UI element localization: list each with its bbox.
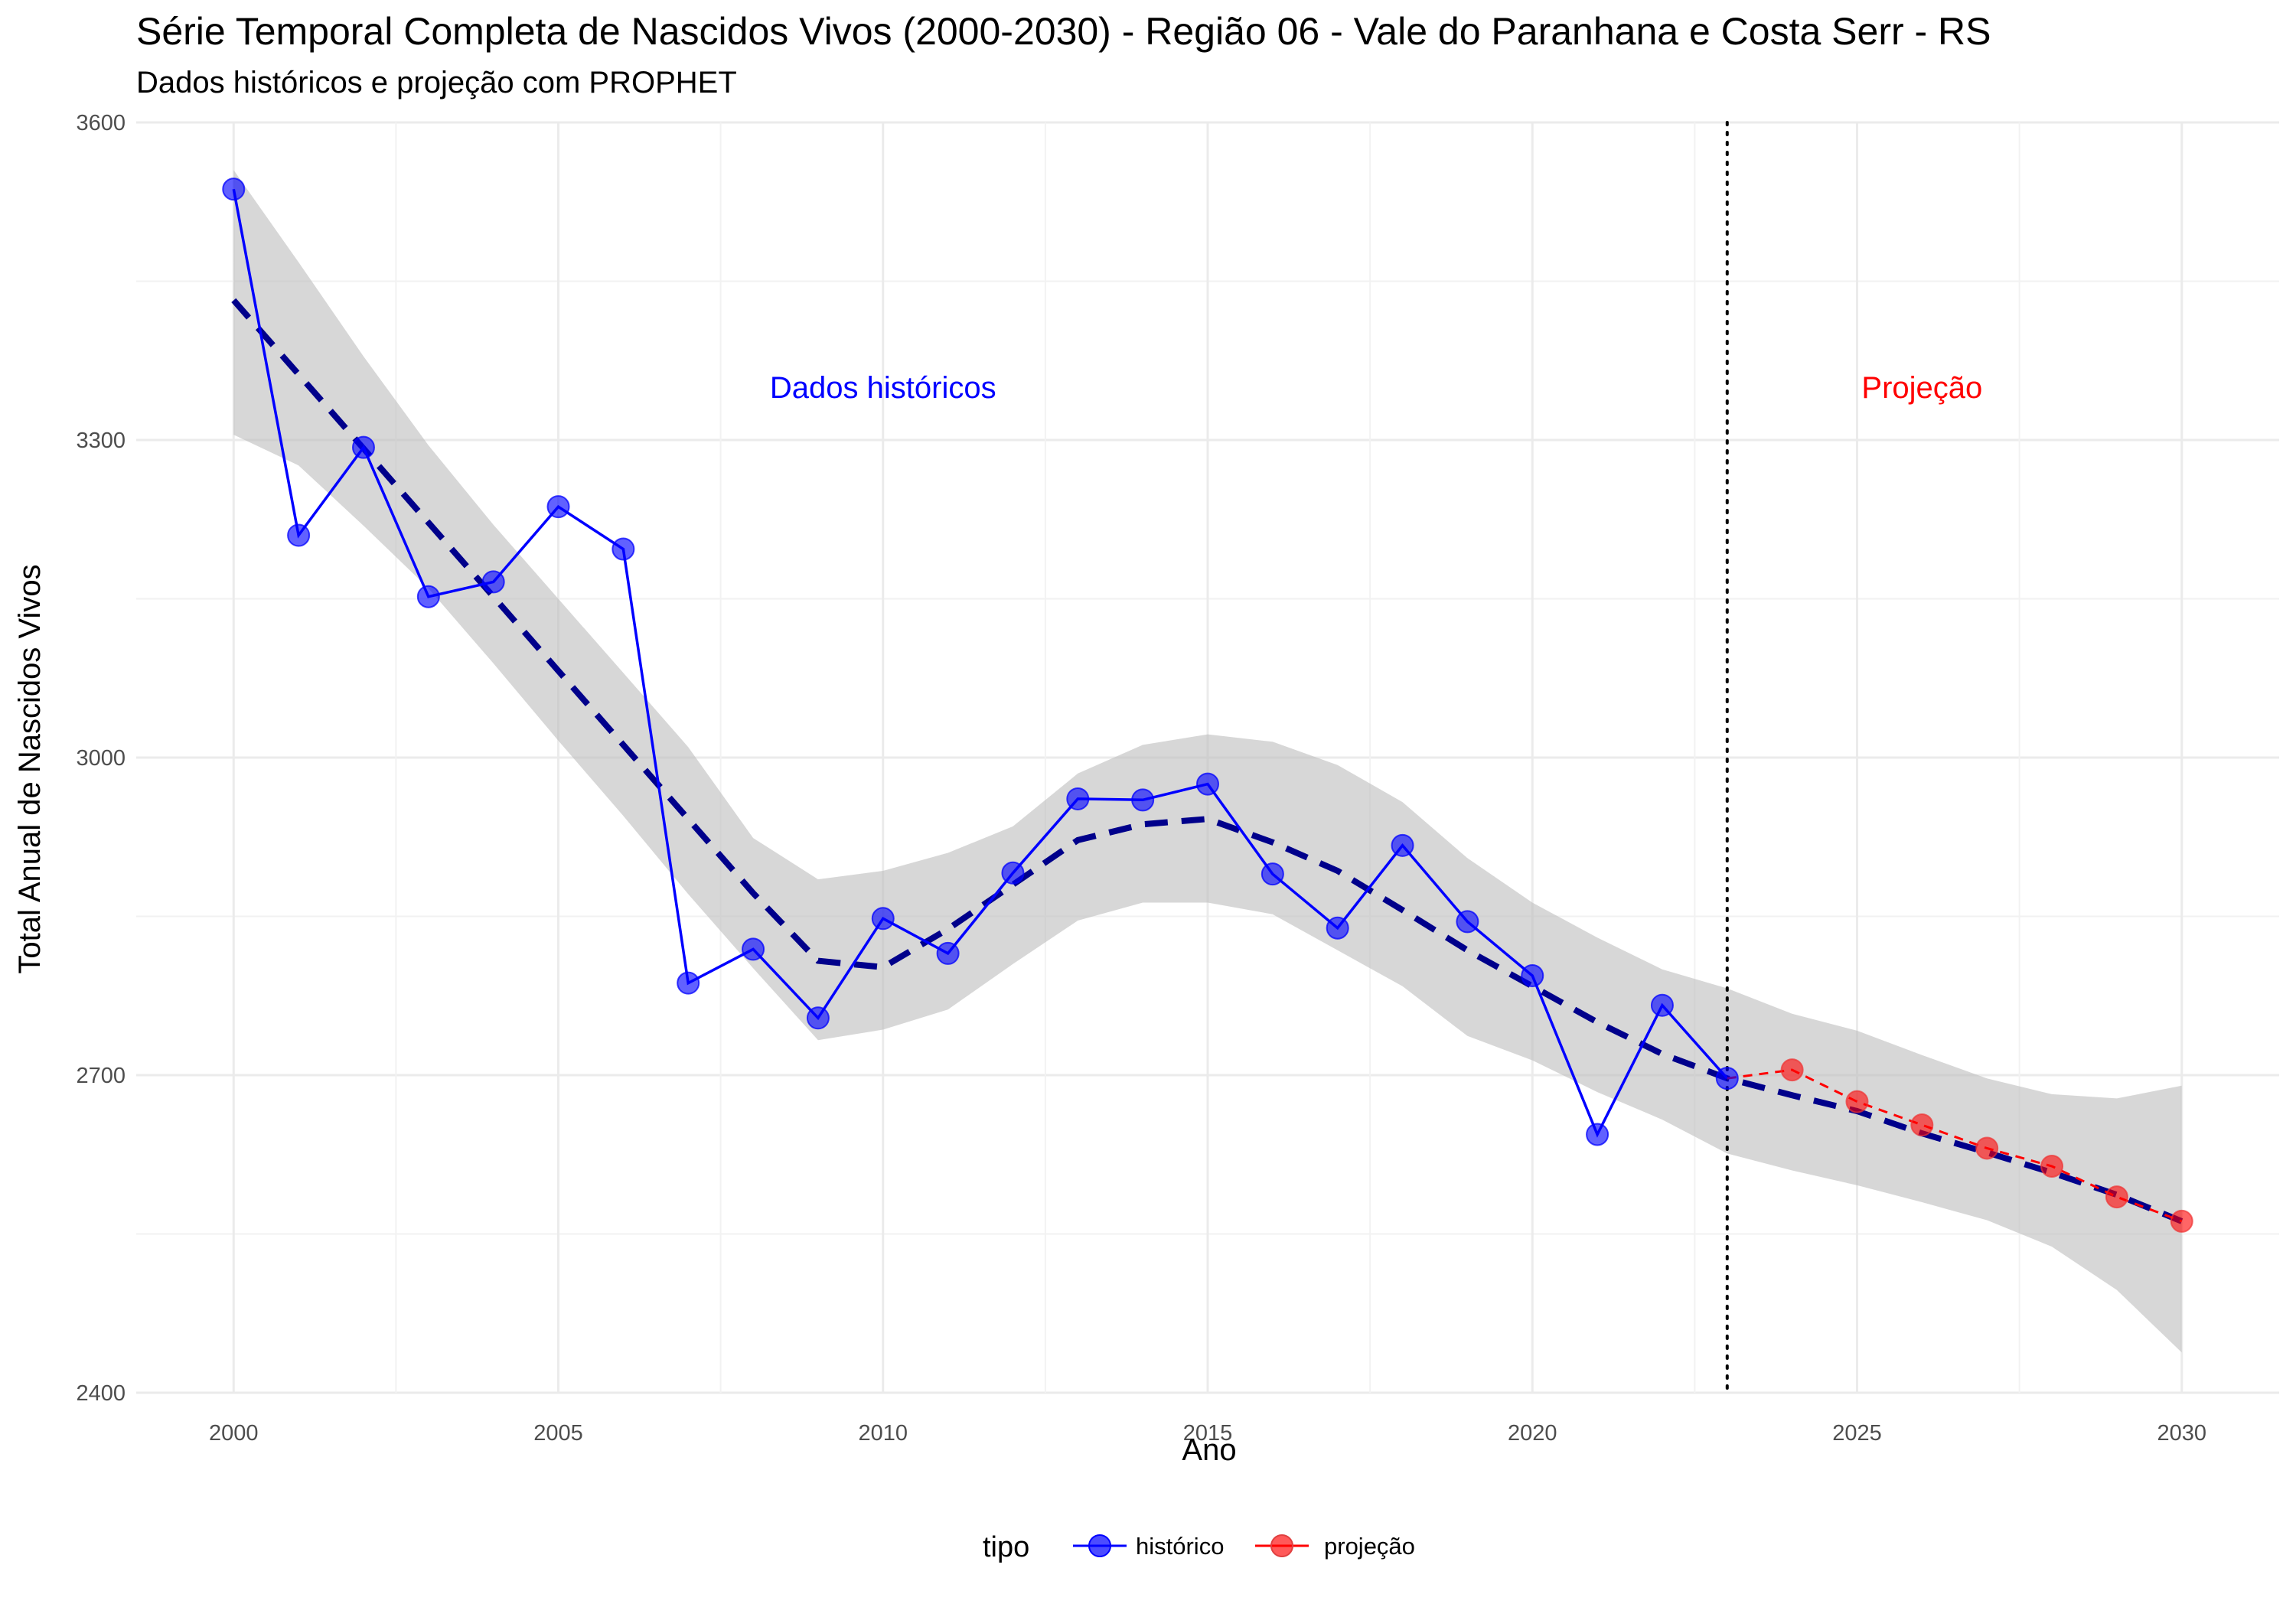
point-historico	[222, 178, 246, 201]
y-tick-label: 3300	[76, 429, 126, 453]
point-historico	[1326, 916, 1349, 940]
point-projecao	[1910, 1113, 1934, 1137]
legend-item-projecao: projeção	[1255, 1533, 1415, 1560]
confidence-band	[233, 170, 2182, 1353]
legend-label-historico: histórico	[1136, 1533, 1224, 1560]
point-historico	[1131, 788, 1155, 812]
annotation-projection: Projeção	[1861, 371, 1982, 405]
point-historico	[546, 495, 570, 519]
point-historico	[612, 537, 635, 561]
legend-key-point-projecao	[1270, 1534, 1293, 1557]
point-historico	[1715, 1067, 1739, 1090]
point-historico	[1521, 963, 1544, 987]
point-historico	[287, 523, 311, 547]
legend-label-projecao: projeção	[1324, 1533, 1415, 1560]
point-historico	[871, 907, 895, 931]
point-historico	[1196, 772, 1219, 796]
point-historico	[481, 570, 505, 594]
x-tick-label: 2020	[1508, 1421, 1557, 1446]
point-projecao	[2105, 1185, 2128, 1209]
x-tick-label: 2025	[1832, 1421, 1882, 1446]
annotation-historical: Dados históricos	[770, 371, 996, 405]
y-tick-label: 2700	[76, 1064, 126, 1088]
point-historico	[1586, 1123, 1609, 1146]
y-tick-label: 3600	[76, 111, 126, 135]
point-projecao	[2040, 1154, 2064, 1178]
point-historico	[806, 1006, 830, 1030]
point-projecao	[1845, 1090, 1869, 1113]
x-axis-title: Ano	[1182, 1433, 1236, 1467]
point-historico	[936, 941, 960, 965]
legend-item-historico: histórico	[1073, 1533, 1224, 1560]
point-historico	[1456, 910, 1479, 934]
point-historico	[1391, 833, 1414, 857]
x-tick-label: 2015	[1183, 1421, 1233, 1446]
legend-title: tipo	[983, 1531, 1029, 1563]
point-projecao	[2170, 1209, 2193, 1233]
point-historico	[1261, 862, 1284, 886]
point-historico	[677, 971, 700, 995]
chart-title: Série Temporal Completa de Nascidos Vivo…	[136, 10, 1991, 53]
y-tick-label: 2400	[76, 1381, 126, 1406]
chart-subtitle: Dados históricos e projeção com PROPHET	[136, 66, 737, 99]
legend-key-point-historico	[1088, 1534, 1111, 1557]
point-historico	[351, 435, 375, 459]
point-projecao	[1975, 1136, 1999, 1160]
points-layer	[222, 178, 2193, 1233]
x-tick-label: 2030	[2157, 1421, 2206, 1446]
y-axis-title: Total Anual de Nascidos Vivos	[13, 564, 47, 973]
point-historico	[416, 585, 440, 608]
legend: tipo histórico projeção	[983, 1531, 1415, 1563]
point-historico	[1066, 787, 1090, 810]
y-tick-label: 3000	[76, 746, 126, 771]
axis-layer: 2000 2005 2010 2015 2020 2025 2030 2400 2700 3000…	[76, 111, 2206, 1446]
point-historico	[1001, 861, 1025, 885]
point-projecao	[1780, 1058, 1804, 1082]
x-tick-label: 2005	[533, 1421, 583, 1446]
x-tick-label: 2000	[209, 1421, 259, 1446]
point-historico	[1650, 993, 1674, 1017]
confidence-band-layer	[233, 170, 2182, 1353]
x-tick-label: 2010	[858, 1421, 908, 1446]
series-line-projecao	[1727, 1068, 2183, 1223]
point-historico	[742, 937, 765, 961]
